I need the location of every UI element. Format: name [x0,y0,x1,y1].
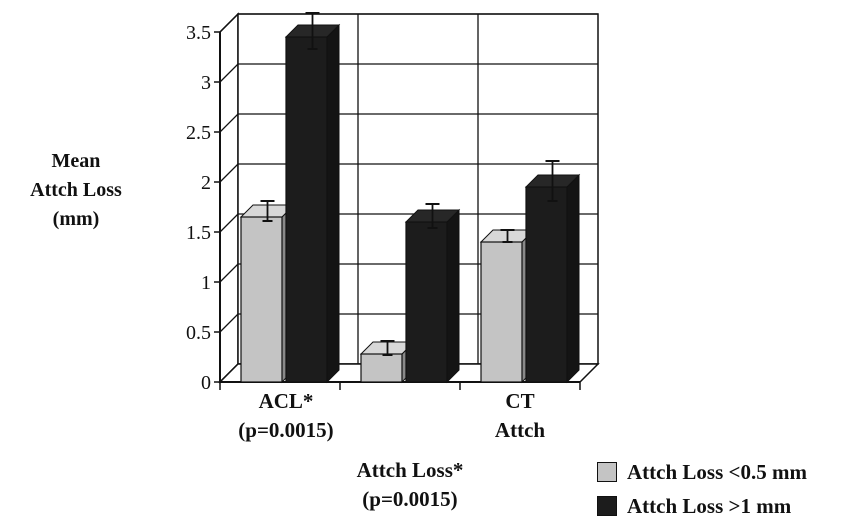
bar-front [360,353,403,383]
legend-swatch-light [597,462,617,482]
y-axis-label-line: Attch Loss [30,179,122,201]
bar-front [240,216,283,383]
category-label-ct-attch: CT Attch [470,387,570,445]
bar [524,160,581,384]
y-axis-label-line: Mean [51,150,101,172]
y-axis-label-line: (mm) [52,208,100,230]
bar-front [525,186,568,383]
bar-side [326,23,340,384]
y-axis-label: Mean Attch Loss (mm) [0,147,152,234]
y-tick-label: 1 [201,272,211,294]
y-tick-label: 2.5 [186,122,211,144]
category-label-line: (p=0.0015) [238,418,334,442]
category-label-line: CT [505,389,535,413]
category-label-line: Attch [494,418,546,442]
y-tick-label: 2 [201,172,211,194]
category-label-attch-loss: Attch Loss* (p=0.0015) [340,456,480,514]
y-tick-label: 3 [201,72,211,94]
legend-label: Attch Loss >1 mm [627,493,792,518]
y-tick-label: 0 [201,372,211,394]
bar-front [285,36,328,383]
category-label-line: Attch Loss* [356,458,464,482]
bar [479,228,536,384]
category-label-line: ACL* [258,389,314,413]
bar-side [446,208,460,384]
y-tick-label: 0.5 [186,322,211,344]
legend-item: Attch Loss >1 mm [597,489,807,523]
category-label-acl: ACL* (p=0.0015) [216,387,356,445]
bar-side [566,173,580,384]
bar [284,12,341,384]
legend-label: Attch Loss <0.5 mm [627,459,807,484]
y-tick-label: 1.5 [186,222,211,244]
bar-front [480,241,523,383]
legend-item: Attch Loss <0.5 mm [597,455,807,489]
bar [404,203,461,384]
legend: Attch Loss <0.5 mm Attch Loss >1 mm [597,455,807,523]
side-wall [219,12,239,384]
bar-front [405,221,448,383]
y-tick-label: 3.5 [186,22,211,44]
legend-swatch-dark [597,496,617,516]
category-label-line: (p=0.0015) [362,487,458,511]
